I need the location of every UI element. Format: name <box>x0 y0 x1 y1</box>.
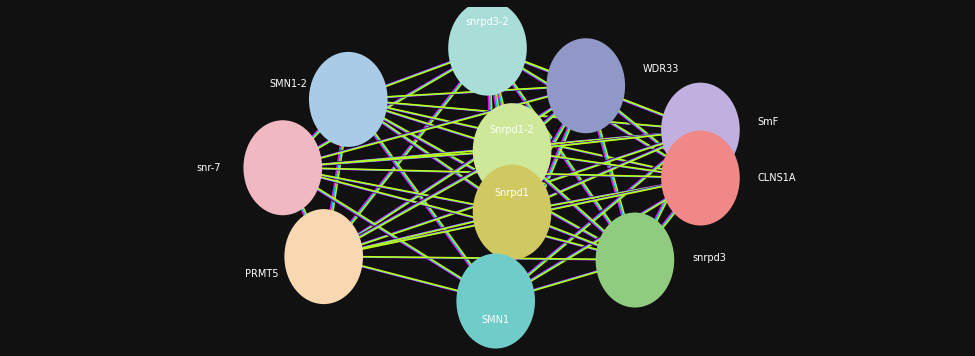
Ellipse shape <box>661 83 740 178</box>
Ellipse shape <box>546 38 625 133</box>
Ellipse shape <box>285 209 363 304</box>
Text: PRMT5: PRMT5 <box>245 269 279 279</box>
Ellipse shape <box>309 52 388 147</box>
Ellipse shape <box>661 131 740 225</box>
Text: Snrpd1: Snrpd1 <box>494 188 529 198</box>
Text: snrpd3-2: snrpd3-2 <box>466 17 509 27</box>
Text: SMN1-2: SMN1-2 <box>269 79 307 89</box>
Ellipse shape <box>596 213 675 308</box>
Text: snrpd3: snrpd3 <box>692 253 726 263</box>
Text: SMN1: SMN1 <box>482 315 510 325</box>
Ellipse shape <box>473 103 552 198</box>
Text: CLNS1A: CLNS1A <box>758 173 797 183</box>
Text: snr-7: snr-7 <box>197 163 221 173</box>
Text: SmF: SmF <box>758 117 779 127</box>
Ellipse shape <box>448 1 526 96</box>
Ellipse shape <box>473 165 552 260</box>
Text: WDR33: WDR33 <box>644 64 680 74</box>
Ellipse shape <box>456 253 535 349</box>
Ellipse shape <box>244 120 322 215</box>
Text: Snrpd1-2: Snrpd1-2 <box>489 125 534 135</box>
